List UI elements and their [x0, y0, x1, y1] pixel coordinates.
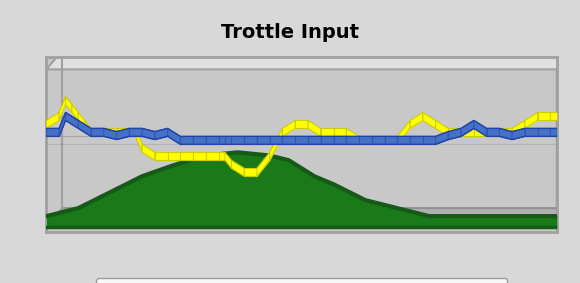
Polygon shape [91, 128, 104, 136]
Polygon shape [372, 136, 385, 144]
Polygon shape [225, 152, 231, 168]
Polygon shape [46, 50, 572, 69]
Polygon shape [193, 152, 206, 160]
Polygon shape [66, 112, 78, 128]
Polygon shape [104, 128, 110, 136]
Polygon shape [436, 132, 448, 144]
Polygon shape [346, 136, 359, 144]
Polygon shape [448, 128, 461, 136]
Polygon shape [321, 128, 333, 136]
Polygon shape [282, 120, 295, 136]
Polygon shape [231, 160, 244, 176]
Polygon shape [474, 120, 487, 136]
Polygon shape [308, 136, 321, 144]
Polygon shape [499, 128, 512, 140]
Polygon shape [423, 136, 436, 144]
Polygon shape [557, 50, 572, 224]
Polygon shape [123, 128, 129, 136]
Polygon shape [180, 152, 193, 160]
Polygon shape [397, 136, 410, 144]
Polygon shape [97, 128, 104, 136]
Polygon shape [110, 128, 117, 136]
Polygon shape [512, 128, 525, 140]
Polygon shape [512, 120, 525, 136]
Polygon shape [423, 112, 436, 128]
Polygon shape [129, 128, 142, 136]
Polygon shape [321, 136, 333, 144]
Polygon shape [448, 128, 461, 140]
Polygon shape [270, 128, 282, 160]
Polygon shape [104, 128, 117, 140]
Polygon shape [359, 136, 372, 144]
Polygon shape [59, 112, 66, 136]
Polygon shape [46, 208, 572, 227]
Polygon shape [78, 112, 85, 128]
Polygon shape [136, 128, 142, 152]
Polygon shape [487, 128, 499, 136]
Legend: Cruise Control Throttle, Hypermileage Throttle, Terrain: Cruise Control Throttle, Hypermileage Th… [96, 278, 507, 283]
Polygon shape [410, 136, 423, 144]
Polygon shape [474, 128, 487, 136]
Polygon shape [78, 120, 91, 136]
Polygon shape [46, 112, 59, 128]
Polygon shape [231, 136, 244, 144]
Polygon shape [282, 136, 295, 144]
Polygon shape [193, 136, 206, 144]
Polygon shape [295, 120, 308, 128]
Polygon shape [180, 136, 193, 144]
Polygon shape [295, 136, 308, 144]
Polygon shape [346, 128, 359, 144]
Text: Trottle Input: Trottle Input [221, 23, 359, 42]
Polygon shape [142, 144, 155, 160]
Polygon shape [168, 128, 180, 144]
Polygon shape [461, 120, 474, 136]
Polygon shape [168, 152, 180, 160]
Polygon shape [538, 128, 550, 136]
Polygon shape [66, 97, 72, 112]
Polygon shape [59, 97, 66, 120]
Polygon shape [397, 120, 410, 144]
Polygon shape [257, 152, 270, 176]
Polygon shape [206, 152, 219, 160]
Polygon shape [499, 128, 512, 136]
Polygon shape [155, 128, 168, 140]
Polygon shape [117, 128, 129, 140]
Polygon shape [270, 136, 282, 144]
Polygon shape [219, 152, 225, 160]
Polygon shape [461, 128, 474, 136]
Polygon shape [538, 112, 550, 120]
Polygon shape [436, 120, 448, 136]
Polygon shape [334, 128, 346, 136]
Polygon shape [525, 128, 538, 136]
Polygon shape [155, 152, 168, 160]
Polygon shape [308, 120, 321, 136]
Polygon shape [206, 136, 219, 144]
Polygon shape [359, 136, 372, 144]
Polygon shape [334, 136, 346, 144]
Polygon shape [410, 112, 423, 128]
Polygon shape [91, 128, 97, 136]
Polygon shape [244, 168, 257, 176]
Polygon shape [372, 136, 385, 144]
Polygon shape [257, 136, 270, 144]
Polygon shape [142, 128, 155, 140]
Polygon shape [487, 128, 499, 136]
Polygon shape [385, 136, 397, 144]
Polygon shape [129, 128, 136, 136]
Polygon shape [72, 104, 78, 120]
Polygon shape [550, 112, 557, 120]
Polygon shape [550, 128, 557, 136]
Polygon shape [46, 128, 59, 136]
Polygon shape [525, 112, 538, 128]
Polygon shape [85, 120, 91, 136]
Polygon shape [117, 128, 123, 136]
Polygon shape [219, 136, 225, 144]
Polygon shape [244, 136, 257, 144]
Polygon shape [46, 69, 557, 227]
Polygon shape [225, 136, 231, 144]
Polygon shape [385, 136, 397, 144]
